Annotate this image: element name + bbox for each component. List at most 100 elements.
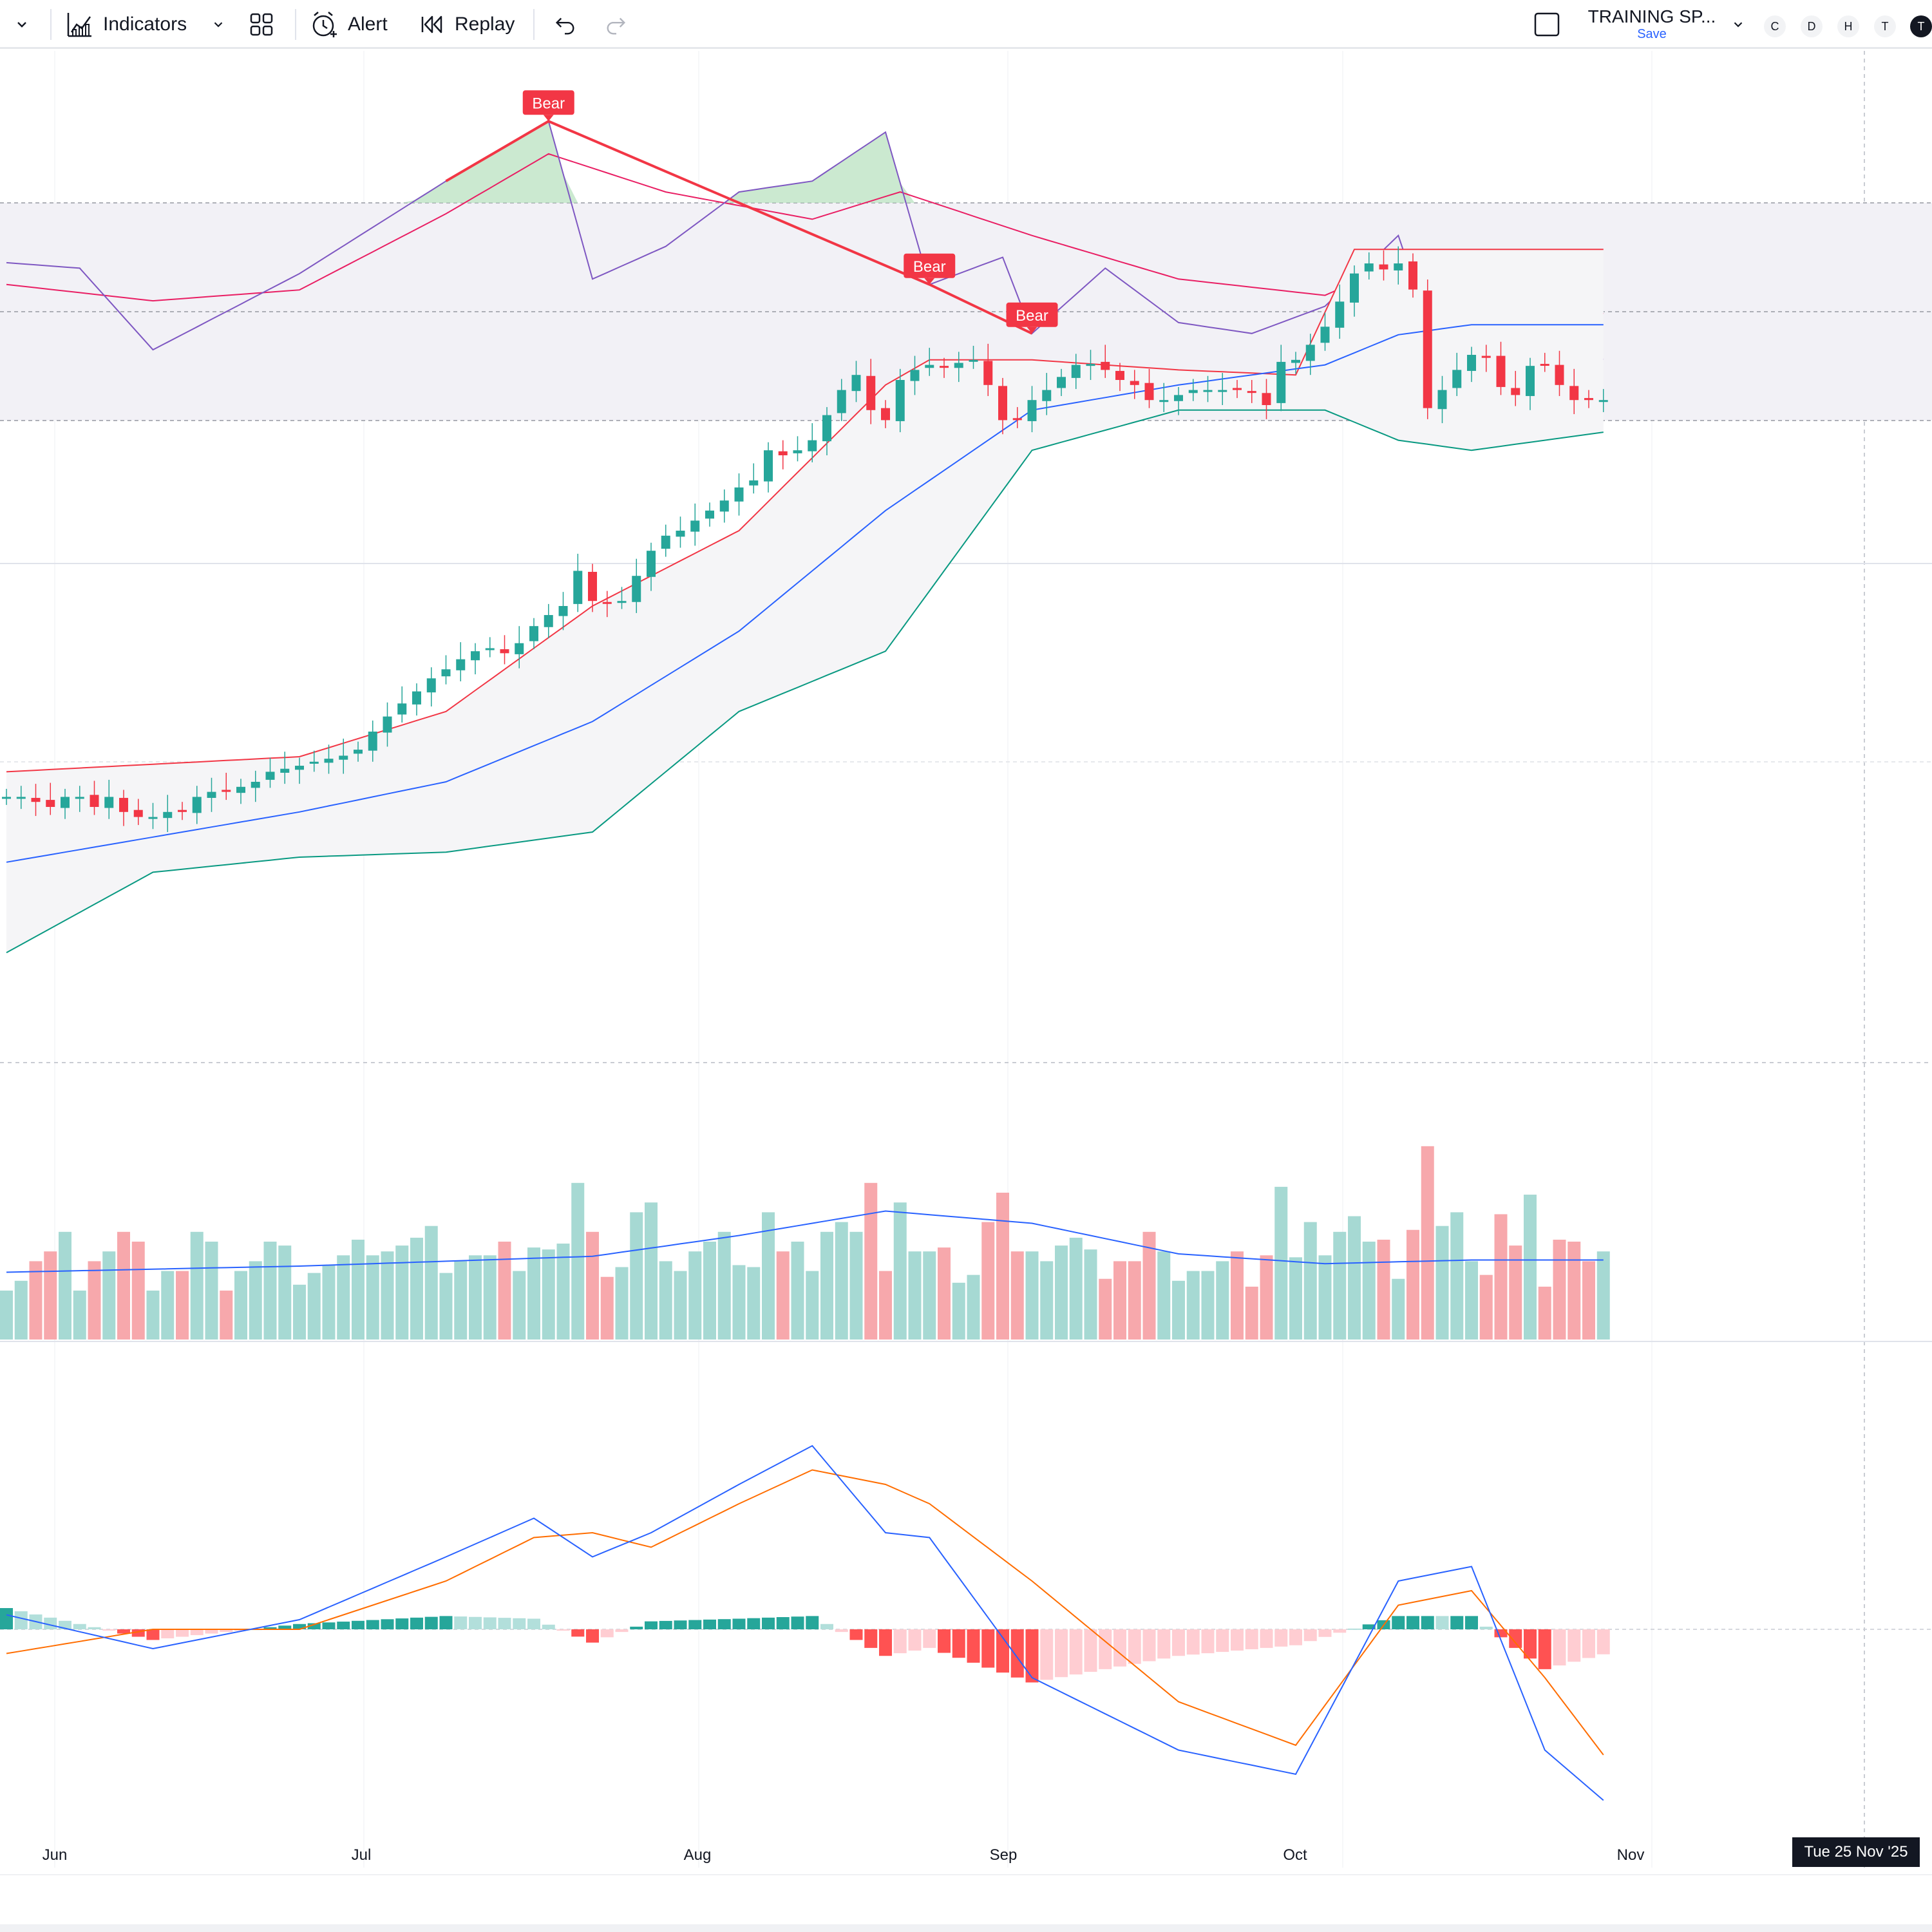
layout-menu-chevron[interactable] (1731, 0, 1745, 49)
macd-line (6, 1444, 1604, 1801)
candle (647, 551, 656, 577)
bottom-scroll-area[interactable] (0, 1924, 1932, 1932)
indicators-button[interactable]: Indicators (66, 0, 187, 49)
time-axis-label: Aug (684, 1846, 712, 1864)
volume-bar (835, 1222, 848, 1340)
toolbar-divider (295, 9, 296, 40)
bollinger-upper-line (6, 249, 1604, 773)
macd-histogram-bar (322, 1622, 336, 1629)
bear-label: Bear (913, 258, 946, 276)
indicators-icon (66, 10, 94, 39)
macd-histogram-bar (1538, 1629, 1551, 1669)
macd-histogram-bar (849, 1629, 863, 1640)
volume-bar (527, 1247, 540, 1340)
candle (412, 691, 421, 705)
layout-button-h[interactable]: H (1837, 15, 1859, 37)
volume-bar (586, 1231, 599, 1340)
volume-bar (1450, 1212, 1464, 1340)
macd-histogram-bar (747, 1618, 761, 1629)
candle (1598, 400, 1608, 402)
volume-bar (1465, 1261, 1478, 1340)
volume-bar (146, 1291, 160, 1340)
volume-bar (923, 1251, 936, 1340)
macd-histogram-bar (1099, 1629, 1112, 1669)
volume-bar (820, 1231, 833, 1340)
layout-square-button[interactable] (1533, 0, 1561, 49)
volume-bar (424, 1226, 438, 1340)
candle (558, 606, 568, 616)
price-pane[interactable] (0, 246, 1932, 1063)
volume-bar (73, 1291, 86, 1340)
candle (1203, 390, 1213, 392)
macd-histogram-bar (571, 1629, 585, 1637)
macd-histogram-bar (293, 1624, 306, 1629)
macd-histogram-bar (1245, 1629, 1258, 1649)
volume-bar (703, 1242, 716, 1340)
save-link[interactable]: Save (1637, 27, 1667, 41)
candle (954, 363, 963, 368)
volume-bar (1406, 1229, 1419, 1340)
candle (690, 520, 700, 532)
layout-name-selector[interactable]: TRAINING SP... Save (1581, 6, 1723, 41)
candle (280, 768, 290, 773)
candle (1144, 383, 1154, 401)
time-axis-label: Jul (352, 1846, 372, 1864)
volume-bar (322, 1265, 336, 1340)
layout-button-c[interactable]: C (1764, 15, 1786, 37)
bollinger-band-fill (6, 249, 1604, 953)
macd-histogram-bar (513, 1618, 526, 1629)
volume-bar (600, 1276, 614, 1340)
candle (881, 408, 890, 421)
volume-bar (44, 1251, 57, 1340)
templates-button[interactable] (249, 0, 274, 49)
user-avatar[interactable]: T (1910, 15, 1932, 37)
candle (676, 531, 685, 537)
candle (163, 811, 173, 819)
volume-bar (0, 1291, 13, 1340)
volume-pane[interactable] (0, 1146, 1610, 1340)
macd-histogram-bar (278, 1625, 292, 1629)
candle (734, 487, 744, 502)
candle (426, 678, 436, 693)
macd-histogram-bar (1069, 1629, 1083, 1675)
volume-bar (1435, 1226, 1449, 1340)
volume-bar (996, 1193, 1009, 1340)
candle (1555, 365, 1564, 385)
candle (1086, 364, 1095, 366)
redo-button[interactable] (604, 0, 629, 49)
volume-bar (1231, 1251, 1244, 1340)
macd-histogram-bar (908, 1629, 922, 1651)
candle (192, 797, 202, 813)
replay-button[interactable]: Replay (420, 0, 515, 49)
bear-label-pointer (924, 278, 935, 285)
chart-area[interactable]: Bear Bear Bear Jun Jul Aug Sep Oct Nov (0, 51, 1932, 1873)
bearish-divergence-line (445, 120, 1033, 335)
candle (749, 480, 759, 486)
candle (1276, 361, 1286, 403)
volume-bar (659, 1261, 672, 1340)
candle (1452, 370, 1462, 388)
candle (265, 772, 275, 780)
macd-histogram-bar (0, 1608, 13, 1629)
candle (383, 716, 392, 733)
candle (1218, 390, 1227, 392)
indicators-menu-chevron[interactable] (211, 0, 225, 49)
bollinger-basis-line (6, 324, 1604, 863)
macd-histogram-bar (1289, 1629, 1302, 1645)
macd-histogram-bar (263, 1627, 277, 1629)
volume-bar (967, 1274, 980, 1340)
macd-histogram-bar (952, 1629, 965, 1658)
volume-bar (542, 1249, 555, 1340)
candle (778, 451, 788, 455)
macd-pane[interactable] (0, 1444, 1932, 1801)
candle (500, 649, 509, 654)
volume-bar (278, 1245, 292, 1340)
layout-button-t[interactable]: T (1874, 15, 1896, 37)
volume-bar (1099, 1278, 1112, 1340)
layout-button-d[interactable]: D (1801, 15, 1823, 37)
chevron-down-icon[interactable] (14, 0, 30, 49)
macd-histogram-bar (776, 1617, 790, 1629)
candle (236, 786, 245, 793)
alert-button[interactable]: Alert (310, 0, 388, 49)
undo-button[interactable] (553, 0, 577, 49)
